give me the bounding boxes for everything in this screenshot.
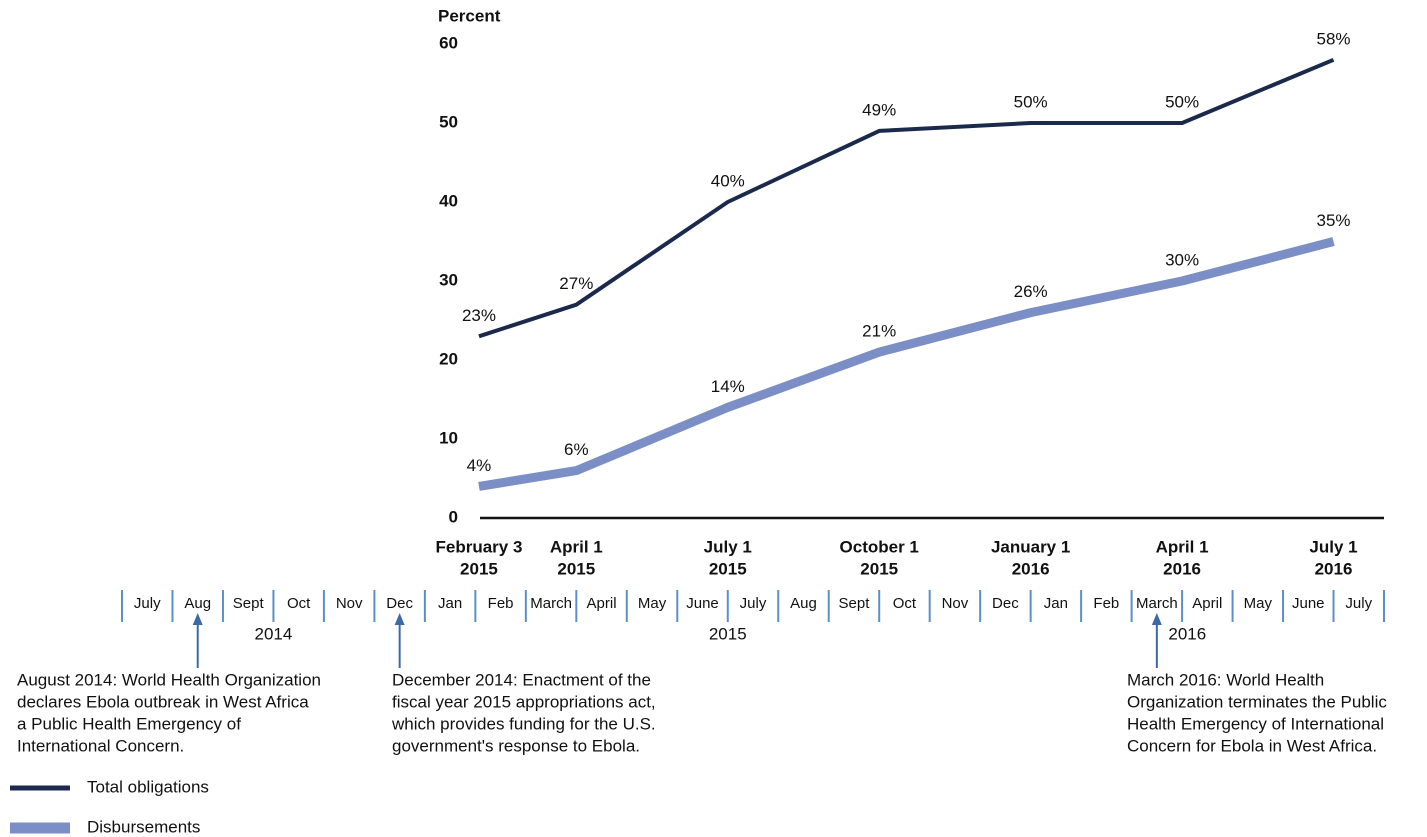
y-tick-label: 60 [439,33,458,52]
data-label: 21% [862,322,896,341]
annotation-arrowhead [192,613,203,625]
timeline-month: June [1292,595,1325,612]
timeline-month: March [530,595,572,612]
y-tick-label: 50 [439,112,458,131]
data-label: 49% [862,100,896,119]
annotation-text: a Public Health Emergency of [17,714,241,733]
x-tick-label: 2016 [1315,559,1353,578]
annotation-arrowhead [1151,613,1162,625]
timeline-month: March [1136,595,1178,612]
legend-label: Total obligations [87,777,209,796]
timeline-month: Feb [488,595,514,612]
data-label: 50% [1014,92,1048,111]
x-tick-label: July 1 [704,537,752,556]
timeline-month: Sept [233,595,265,612]
annotation-text: Organization terminates the Public [1127,692,1387,711]
timeline-month: July [134,595,161,612]
timeline-year: 2014 [255,624,293,643]
x-tick-label: April 1 [1156,537,1209,556]
annotation-text: declares Ebola outbreak in West Africa [17,692,309,711]
data-label: 50% [1165,92,1199,111]
data-label: 30% [1165,250,1199,269]
timeline-month: Aug [184,595,211,612]
timeline-month: Oct [893,595,917,612]
data-label: 14% [711,377,745,396]
x-tick-label: October 1 [840,537,919,556]
timeline-year: 2015 [709,624,747,643]
annotation-text: International Concern. [17,736,184,755]
x-tick-label: April 1 [550,537,603,556]
timeline-month: July [1345,595,1372,612]
annotation-text: Concern for Ebola in West Africa. [1127,736,1377,755]
timeline-year: 2016 [1168,624,1206,643]
series-line [478,57,1335,339]
data-label: 58% [1317,29,1351,48]
x-tick-label: 2015 [860,559,898,578]
y-tick-label: 10 [439,428,458,447]
data-label: 27% [559,274,593,293]
legend-label: Disbursements [87,817,200,836]
annotation-text: government's response to Ebola. [392,736,640,755]
annotation-text: Health Emergency of International [1127,714,1384,733]
data-label: 40% [711,171,745,190]
annotation-text: March 2016: World Health [1127,670,1324,689]
y-tick-label: 0 [449,507,458,526]
x-tick-label: January 1 [991,537,1070,556]
data-label: 26% [1014,282,1048,301]
x-tick-label: 2016 [1163,559,1201,578]
timeline-month: June [686,595,719,612]
timeline-month: Nov [942,595,969,612]
annotation-text: fiscal year 2015 appropriations act, [392,692,656,711]
timeline-month: Nov [336,595,363,612]
annotation-text: which provides funding for the U.S. [391,714,656,733]
data-label: 6% [564,440,589,459]
timeline-month: Oct [287,595,311,612]
series-line [478,237,1335,491]
timeline-month: April [1192,595,1222,612]
x-tick-label: 2015 [709,559,747,578]
timeline-month: Feb [1093,595,1119,612]
y-axis-label: Percent [438,6,501,25]
annotation-text: August 2014: World Health Organization [17,670,321,689]
timeline-month: April [587,595,617,612]
y-tick-label: 30 [439,270,458,289]
timeline-month: Dec [992,595,1019,612]
data-label: 35% [1317,211,1351,230]
annotation-arrowhead [394,613,405,625]
timeline-month: Aug [790,595,817,612]
timeline-month: July [740,595,767,612]
x-tick-label: July 1 [1309,537,1357,556]
timeline-month: May [638,595,667,612]
x-tick-label: 2015 [557,559,595,578]
y-tick-label: 40 [439,191,458,210]
timeline-month: Sept [839,595,871,612]
annotation-text: December 2014: Enactment of the [392,670,651,689]
x-tick-label: 2016 [1012,559,1050,578]
x-tick-label: 2015 [460,559,498,578]
y-tick-label: 20 [439,349,458,368]
timeline-month: Jan [438,595,462,612]
data-label: 23% [462,306,496,325]
x-tick-label: February 3 [435,537,522,556]
timeline-month: May [1244,595,1273,612]
timeline-month: Jan [1044,595,1068,612]
timeline-month: Dec [386,595,413,612]
data-label: 4% [467,456,492,475]
